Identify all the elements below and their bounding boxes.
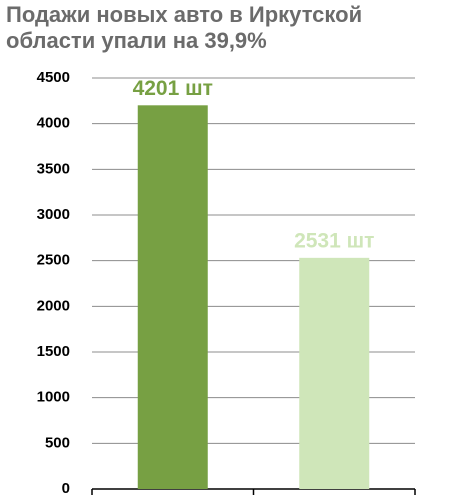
y-tick-label: 2500 [37, 252, 70, 269]
y-tick-label: 3000 [37, 206, 70, 223]
y-tick-label: 4500 [37, 69, 70, 86]
bar [299, 257, 370, 489]
value-label: 4201 шт [133, 77, 213, 100]
y-tick-label: 0 [62, 480, 70, 497]
y-tick-label: 1500 [37, 343, 70, 360]
y-tick-label: 2000 [37, 297, 70, 314]
chart-title: Подажи новых авто в Иркутской области уп… [6, 2, 363, 53]
value-label: 2531 шт [294, 229, 374, 252]
bar [137, 105, 208, 490]
y-tick-label: 1000 [37, 389, 70, 406]
y-tick-label: 3500 [37, 160, 70, 177]
y-tick-label: 4000 [37, 115, 70, 132]
y-tick-label: 500 [45, 434, 70, 451]
